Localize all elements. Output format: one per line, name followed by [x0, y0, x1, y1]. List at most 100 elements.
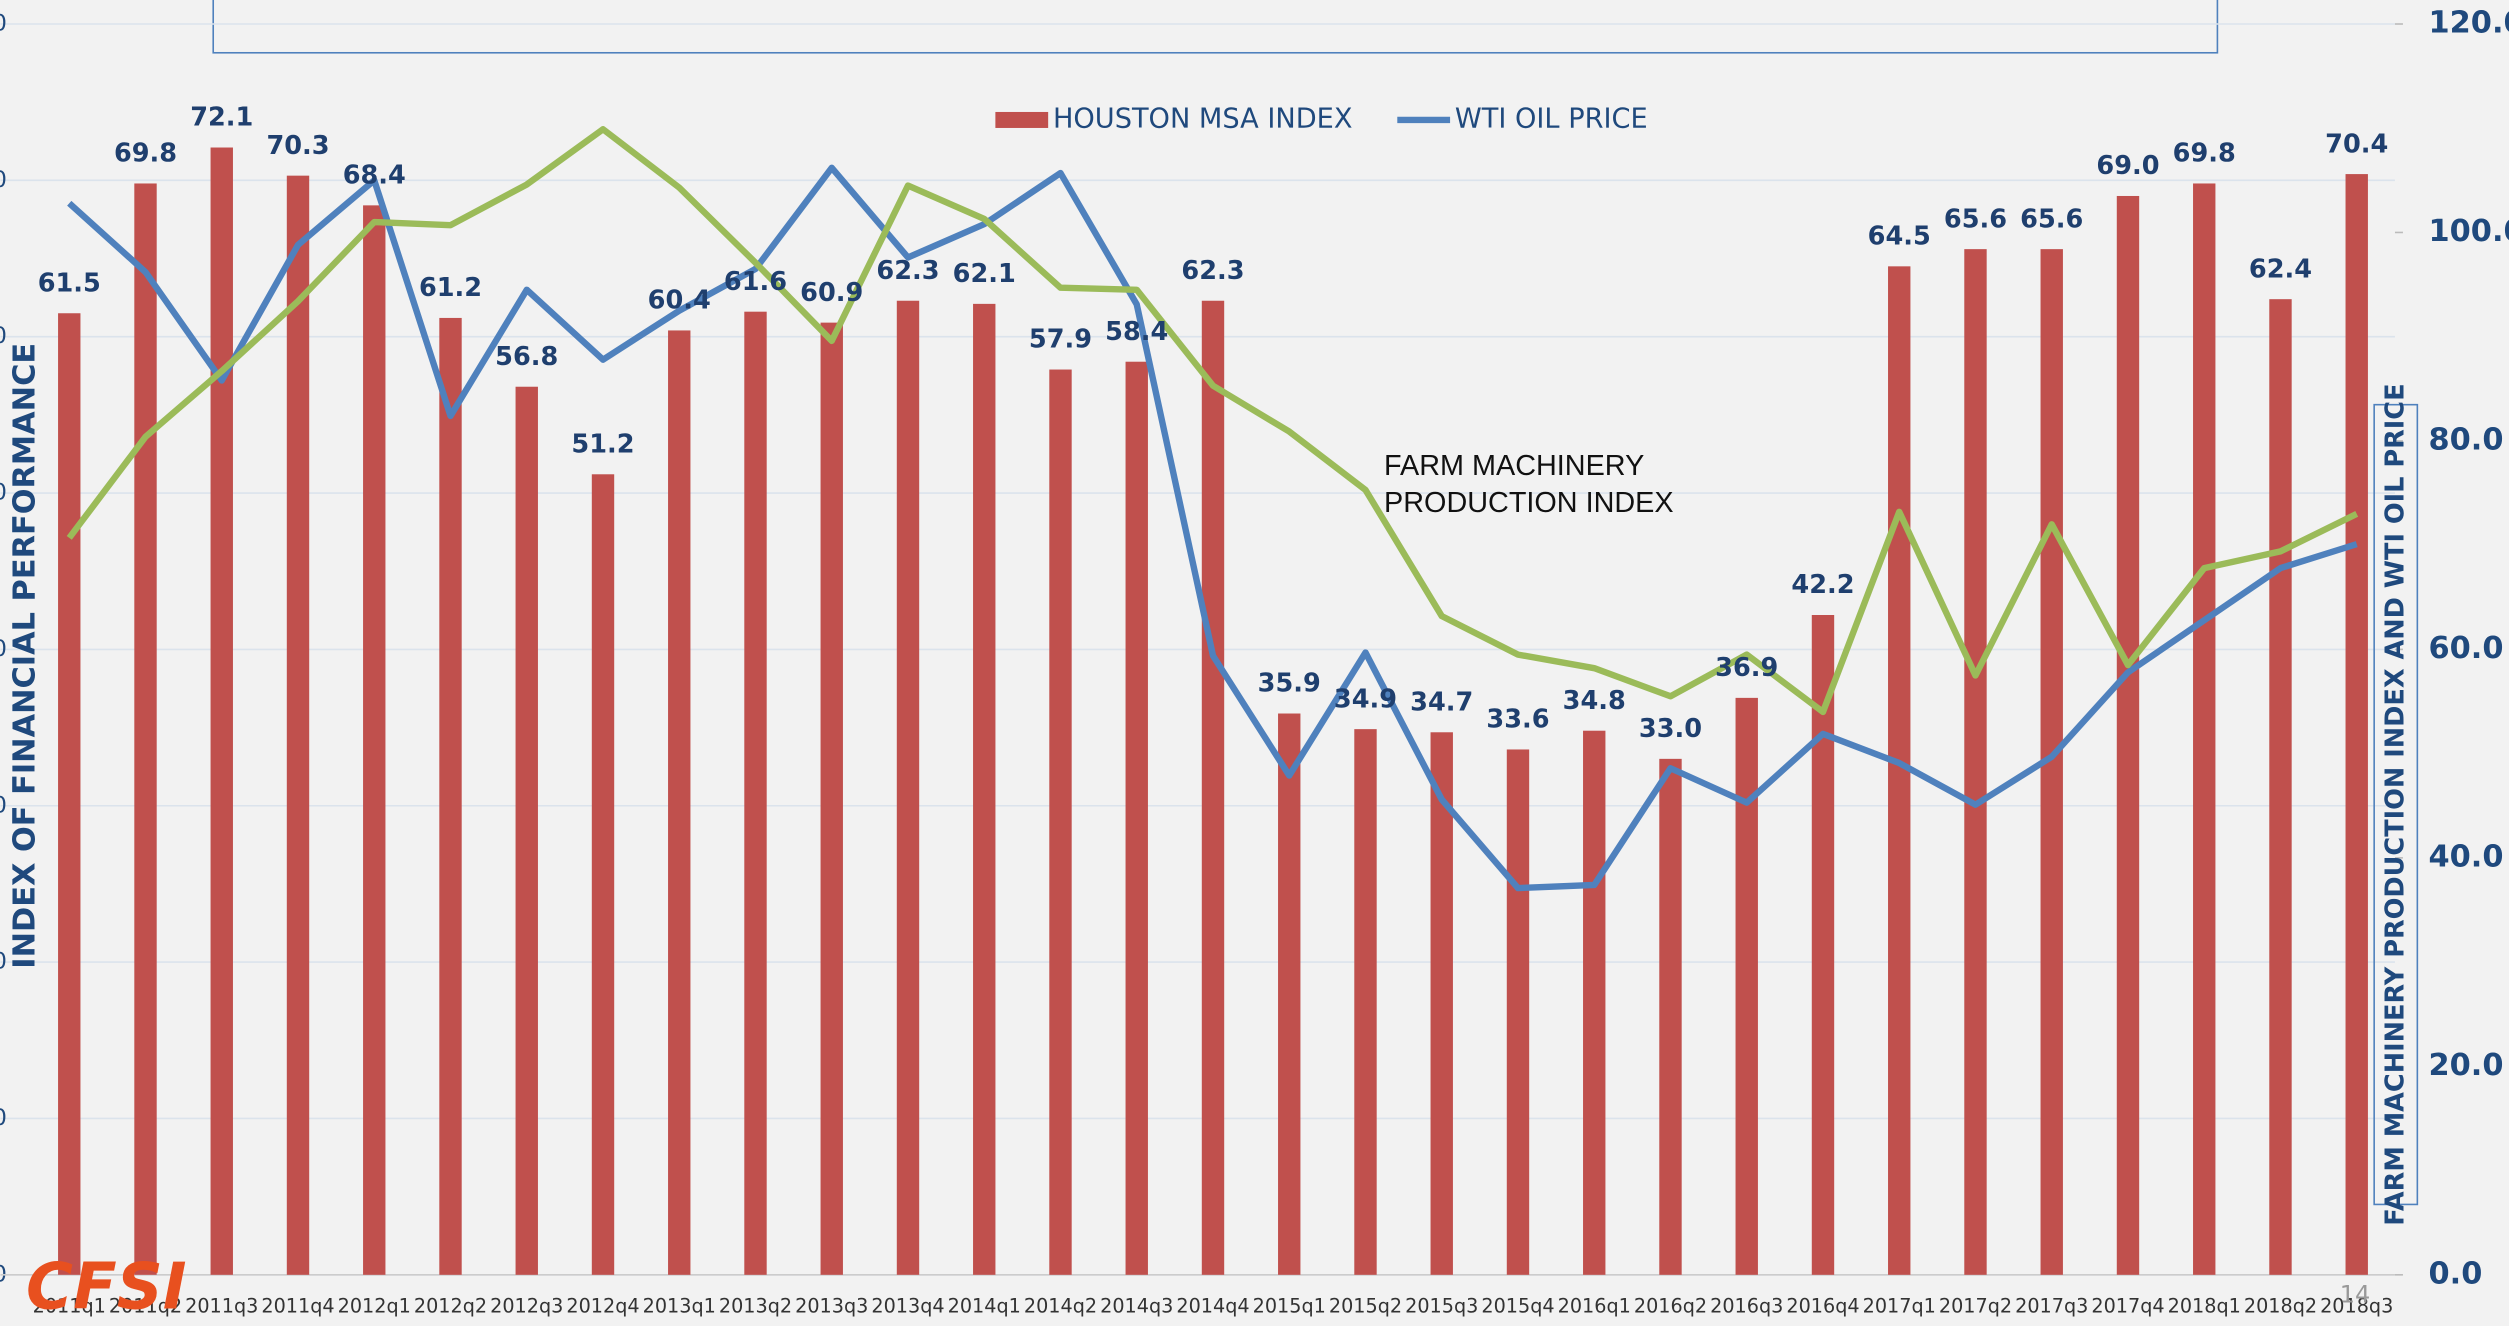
bar — [1506, 749, 1530, 1275]
data-label: 35.9 — [1258, 669, 1321, 699]
data-label: 33.0 — [1639, 714, 1702, 744]
data-label: 61.5 — [38, 268, 101, 298]
x-tick-label: 2014q4 — [1176, 1294, 1249, 1317]
data-label: 69.8 — [114, 139, 177, 169]
y-tick-label: 10 — [0, 1105, 7, 1131]
data-label: 65.6 — [2020, 204, 2083, 234]
data-label: 62.4 — [2249, 254, 2312, 284]
y-tick-label: 30 — [0, 792, 7, 818]
bar — [744, 311, 767, 1275]
bar — [973, 303, 996, 1275]
x-tick-label: 2011q1 — [33, 1294, 106, 1317]
bar — [1735, 697, 1758, 1275]
legend-swatch — [995, 111, 1049, 128]
bar — [1583, 730, 1606, 1275]
x-tick-label: 2012q3 — [490, 1294, 563, 1317]
annotation-box: FARM MACHINERY PRODUCTION INDEX — [1384, 449, 1674, 519]
y2-tick-label: 60.0 — [2429, 631, 2504, 666]
y-tick-label: 80 — [0, 10, 7, 36]
bar — [1049, 369, 1072, 1275]
x-tick-label: 2015q2 — [1329, 1294, 1402, 1317]
data-label: 34.8 — [1563, 686, 1626, 716]
bar — [896, 300, 920, 1275]
bar — [820, 322, 843, 1275]
data-label: 42.2 — [1791, 570, 1854, 600]
y2-title-box — [2373, 403, 2419, 1206]
bar — [2193, 183, 2216, 1275]
data-label: 33.6 — [1486, 705, 1549, 735]
data-label: 51.2 — [571, 429, 634, 459]
x-tick-label: 2017q3 — [2015, 1294, 2088, 1317]
bar — [363, 205, 386, 1275]
data-label: 70.4 — [2325, 129, 2388, 159]
grid: 010203040506070800.020.040.060.080.0100.… — [0, 5, 2509, 1291]
bar — [58, 313, 81, 1275]
y2-tick-label: 80.0 — [2429, 422, 2504, 457]
x-tick-label: 2017q4 — [2091, 1294, 2164, 1317]
x-tick-label: 2018q1 — [2168, 1294, 2241, 1317]
data-label: 68.4 — [343, 161, 406, 191]
x-tick-label: 2013q2 — [719, 1294, 792, 1317]
line — [67, 164, 2358, 892]
bar — [2116, 195, 2140, 1275]
annotation: FARM MACHINERY PRODUCTION INDEX — [1384, 449, 1674, 519]
data-label: 60.9 — [800, 278, 863, 308]
x-tick-label: 2011q4 — [261, 1294, 334, 1317]
bar — [1964, 249, 1987, 1275]
data-label: 60.4 — [648, 286, 711, 316]
y-tick-label: 40 — [0, 636, 7, 662]
x-tick-label: 2016q1 — [1558, 1294, 1631, 1317]
data-label: 34.7 — [1410, 687, 1473, 717]
legend-label: HOUSTON MSA INDEX — [1053, 103, 1353, 134]
x-tick-label: 2017q1 — [1863, 1294, 1936, 1317]
data-label: 65.6 — [1944, 204, 2007, 234]
x-tick-label: 2018q2 — [2244, 1294, 2317, 1317]
x-tick-label: 2014q3 — [1100, 1294, 1173, 1317]
data-label: 61.2 — [419, 273, 482, 303]
legend-label: WTI OIL PRICE — [1455, 103, 1648, 134]
bar — [591, 474, 615, 1275]
plot: 2011q1 2011q2 2011q3 2011q4 2012q1 2012q2 2012… — [33, 103, 2394, 1318]
bar — [210, 147, 233, 1275]
x-tick-label: 2017q2 — [1939, 1294, 2012, 1317]
bar — [2269, 299, 2292, 1275]
y-axis-title: INDEX OF FINANCIAL PERFORMANCE — [8, 343, 43, 969]
y-tick-label: 50 — [0, 480, 7, 506]
data-label: 61.6 — [724, 267, 787, 297]
bar — [1354, 729, 1377, 1275]
x-tick-label: 2013q4 — [871, 1294, 944, 1317]
x-tick-label: 2016q4 — [1786, 1294, 1859, 1317]
y-tick-label: 60 — [0, 323, 7, 349]
data-label: 56.8 — [495, 342, 558, 372]
x-tick-label: 2015q4 — [1481, 1294, 1554, 1317]
x-tick-label: 2012q4 — [566, 1294, 639, 1317]
y2-tick-label: 20.0 — [2429, 1048, 2504, 1083]
bar — [1278, 713, 1301, 1275]
y-tick-label: 70 — [0, 167, 7, 193]
y2-tick-label: 100.0 — [2429, 214, 2509, 249]
title-box — [212, 0, 2219, 54]
data-label: 62.3 — [876, 256, 939, 286]
x-tick-label: 2015q3 — [1405, 1294, 1478, 1317]
x-tick-label: 2012q1 — [338, 1294, 411, 1317]
data-label: 34.9 — [1334, 684, 1397, 714]
x-tick-label: 2012q2 — [414, 1294, 487, 1317]
bar — [286, 175, 310, 1275]
page-number: 14 — [2340, 1281, 2371, 1309]
x-tick-label: 2016q3 — [1710, 1294, 1783, 1317]
line — [66, 126, 2359, 716]
x-tick-label: 2018q3 — [2320, 1294, 2393, 1317]
data-label: 57.9 — [1029, 325, 1092, 355]
data-label: 64.5 — [1868, 222, 1931, 252]
data-label: 70.3 — [266, 131, 329, 161]
bar — [134, 183, 157, 1275]
y2-tick-label: 0.0 — [2429, 1256, 2483, 1291]
bar — [1125, 361, 1148, 1275]
bar — [2040, 249, 2063, 1275]
bar — [668, 330, 691, 1275]
data-label: 62.3 — [1181, 256, 1244, 286]
x-tick-label: 2013q1 — [643, 1294, 716, 1317]
data-label: 62.1 — [953, 259, 1016, 289]
x-tick-label: 2011q2 — [109, 1294, 182, 1317]
